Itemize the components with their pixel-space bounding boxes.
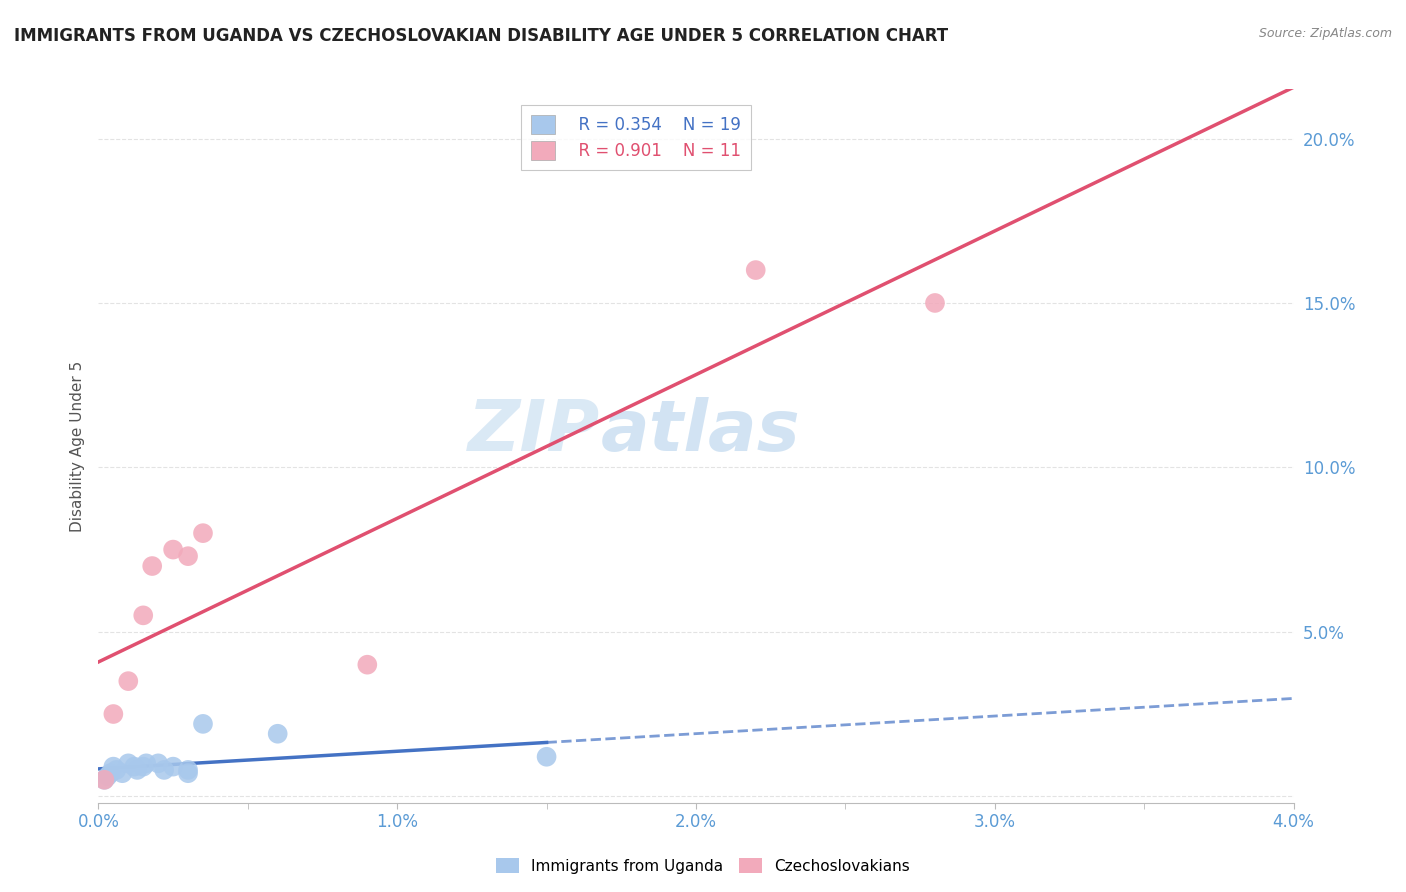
Point bbox=[127, 763, 149, 777]
Point bbox=[356, 657, 378, 672]
Point bbox=[111, 766, 134, 780]
Point bbox=[536, 749, 558, 764]
Point bbox=[745, 263, 768, 277]
Point bbox=[93, 772, 115, 787]
Point bbox=[103, 706, 125, 721]
Text: atlas: atlas bbox=[600, 397, 800, 467]
Point bbox=[162, 759, 184, 773]
Point bbox=[132, 759, 155, 773]
Point bbox=[141, 559, 163, 574]
Text: IMMIGRANTS FROM UGANDA VS CZECHOSLOVAKIAN DISABILITY AGE UNDER 5 CORRELATION CHA: IMMIGRANTS FROM UGANDA VS CZECHOSLOVAKIA… bbox=[14, 27, 948, 45]
Point bbox=[96, 770, 118, 784]
Point bbox=[177, 766, 200, 780]
Point bbox=[191, 717, 214, 731]
Y-axis label: Disability Age Under 5: Disability Age Under 5 bbox=[69, 360, 84, 532]
Point bbox=[124, 759, 146, 773]
Text: Source: ZipAtlas.com: Source: ZipAtlas.com bbox=[1258, 27, 1392, 40]
Point bbox=[177, 549, 200, 564]
Point bbox=[148, 756, 170, 771]
Point bbox=[162, 542, 184, 557]
Point bbox=[93, 772, 115, 787]
Point bbox=[98, 766, 122, 780]
Point bbox=[117, 674, 139, 689]
Point bbox=[267, 727, 290, 741]
Legend:   R = 0.354    N = 19,   R = 0.901    N = 11: R = 0.354 N = 19, R = 0.901 N = 11 bbox=[522, 104, 751, 169]
Point bbox=[132, 608, 155, 623]
Point bbox=[177, 763, 200, 777]
Point bbox=[105, 763, 128, 777]
Text: ZIP: ZIP bbox=[468, 397, 600, 467]
Point bbox=[103, 759, 125, 773]
Point bbox=[153, 763, 176, 777]
Point bbox=[191, 526, 214, 541]
Legend: Immigrants from Uganda, Czechoslovakians: Immigrants from Uganda, Czechoslovakians bbox=[491, 852, 915, 880]
Point bbox=[924, 296, 946, 310]
Point bbox=[135, 756, 157, 771]
Point bbox=[117, 756, 139, 771]
